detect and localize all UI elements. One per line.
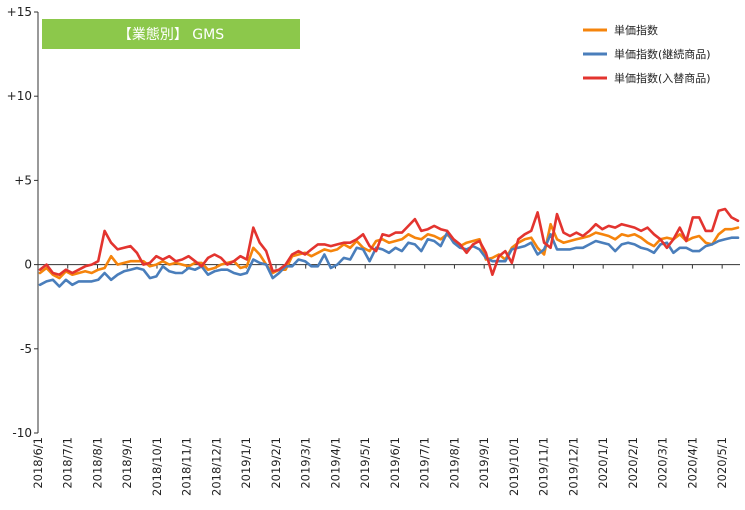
x-tick-label: 2019/4/1 <box>328 437 342 489</box>
y-tick-label: -10 <box>12 426 32 440</box>
title-box-background <box>42 19 300 49</box>
x-tick-label: 2018/7/1 <box>61 437 75 489</box>
y-tick-label: +15 <box>7 5 32 19</box>
y-tick-label: 0 <box>24 258 32 272</box>
series-line-1 <box>38 222 740 280</box>
x-tick-label: 2018/12/1 <box>209 437 223 496</box>
x-tick-label: 2020/2/1 <box>626 437 640 489</box>
chart-title-box: 【業態別】 GMS <box>42 19 300 49</box>
x-tick-label: 2019/7/1 <box>418 437 432 489</box>
x-tick-label: 2018/11/1 <box>180 437 194 496</box>
series-layer <box>38 207 740 288</box>
legend-label-2: 単価指数(継続商品) <box>614 47 711 61</box>
x-tick-label: 2019/8/1 <box>447 437 461 489</box>
x-tick-label: 2019/1/1 <box>239 437 253 489</box>
x-tick-label: 2020/4/1 <box>685 437 699 489</box>
y-tick-label: +5 <box>14 173 32 187</box>
x-tick-label: 2018/8/1 <box>90 437 104 489</box>
y-axis-ticks: +15 +10 +5 0 -5 -10 <box>7 5 38 440</box>
x-tick-label: 2018/6/1 <box>31 437 45 489</box>
x-tick-label: 2019/5/1 <box>358 437 372 489</box>
legend-label-1: 単価指数 <box>614 23 658 37</box>
x-tick-label: 2020/3/1 <box>656 437 670 489</box>
y-tick-label: -5 <box>20 342 32 356</box>
x-tick-label: 2019/11/1 <box>537 437 551 496</box>
y-tick-label: +10 <box>7 89 32 103</box>
x-tick-label: 2019/12/1 <box>566 437 580 496</box>
x-tick-label: 2018/10/1 <box>150 437 164 496</box>
x-tick-label: 2020/5/1 <box>715 437 729 489</box>
x-tick-label: 2019/3/1 <box>299 437 313 489</box>
legend-label-3: 単価指数(入替商品) <box>614 71 711 85</box>
series-line-2 <box>38 231 740 288</box>
x-tick-label: 2019/2/1 <box>269 437 283 489</box>
x-tick-label: 2019/6/1 <box>388 437 402 489</box>
x-tick-label: 2019/10/1 <box>507 437 521 496</box>
x-tick-label: 2020/1/1 <box>596 437 610 489</box>
chart-title: 【業態別】 GMS <box>118 27 224 43</box>
x-axis-ticks: 2018/6/1 2018/7/1 2018/8/1 2018/9/1 2018/10/… <box>31 264 729 496</box>
x-tick-label: 2018/9/1 <box>120 437 134 489</box>
x-tick-label: 2019/9/1 <box>477 437 491 489</box>
series-line-3 <box>38 207 740 276</box>
